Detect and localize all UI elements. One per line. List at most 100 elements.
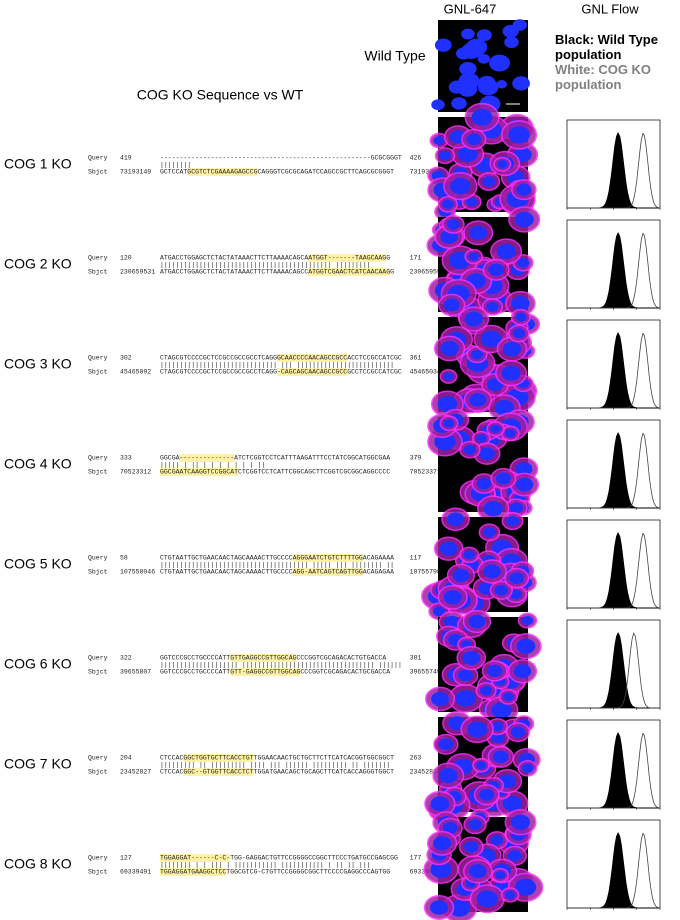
nucleus <box>486 301 499 312</box>
seq-end: 426 <box>410 155 422 162</box>
nucleus <box>501 365 521 381</box>
nucleus <box>488 263 505 277</box>
wild-type-label: Wild Type <box>364 48 425 64</box>
sequence: GGCTGGTGCTTCACCTGT <box>183 755 253 762</box>
nucleus <box>487 664 503 678</box>
nucleus <box>475 434 487 443</box>
sequence: GGCGA <box>160 455 180 462</box>
nucleus <box>477 53 490 64</box>
nucleus <box>512 76 530 91</box>
nucleus <box>509 572 525 585</box>
sequence: TGGCGTCG-CTGTTCCGGGGCGGCTTCCCCGAGGCCCAGT… <box>226 869 390 876</box>
nucleus <box>438 767 458 784</box>
highlight <box>160 468 238 476</box>
flow-plot <box>566 319 661 410</box>
seq-end: 263 <box>410 755 422 762</box>
nucleus <box>508 126 530 144</box>
match-bars: ||||| | || | | | | | | | || <box>160 462 265 469</box>
highlight <box>230 668 301 676</box>
seq-start: 230659531 <box>120 269 155 276</box>
seq-label: Sbjct <box>88 369 108 376</box>
nucleus <box>515 462 533 476</box>
match-bars: |||||||| | | ||| | ||||||||||| |||||||||… <box>160 862 371 869</box>
nucleus <box>458 72 480 90</box>
nucleus <box>450 177 471 195</box>
nucleus <box>447 512 465 526</box>
micrograph <box>427 408 540 522</box>
nucleus <box>439 541 458 556</box>
nucleus <box>514 211 534 228</box>
seq-end: 230659590 <box>410 269 445 276</box>
seq-start: 302 <box>120 355 132 362</box>
sequence: GCCTCCGCCATCGC <box>347 369 402 376</box>
seq-end: 117 <box>410 555 422 562</box>
seq-end: 73193090 <box>410 169 441 176</box>
nucleus <box>502 795 522 812</box>
nucleus <box>442 822 458 835</box>
highlight <box>292 554 363 562</box>
nucleus <box>496 243 516 260</box>
nucleus <box>515 477 534 492</box>
sequence: CCCGGTCGCAGACACTGTGACCA <box>297 655 387 662</box>
seq-label: Sbjct <box>88 569 108 576</box>
nucleus <box>497 160 508 169</box>
nucleus <box>476 477 492 490</box>
nucleus <box>431 99 445 111</box>
sequence: ATGGT-------TAAGCAAG <box>308 255 386 262</box>
nucleus <box>469 225 488 240</box>
row-label: COG 1 KO <box>4 156 72 172</box>
nucleus <box>468 252 480 261</box>
sequence: TGG-GAGGACTGTTCCGGGGCCGGCTTCCCTGATGCCGAG… <box>230 855 398 862</box>
nucleus <box>440 341 459 356</box>
nucleus <box>434 38 452 52</box>
nucleus <box>516 183 532 196</box>
nucleus <box>430 796 450 812</box>
seq-end: 361 <box>410 355 422 362</box>
highlight <box>277 354 348 362</box>
nucleus <box>494 399 515 416</box>
nucleus <box>437 396 458 412</box>
nucleus <box>504 36 519 49</box>
nucleus <box>506 515 519 527</box>
seq-start: 333 <box>120 455 132 462</box>
seq-end: 23452884 <box>410 769 441 776</box>
flow-plot <box>566 219 661 310</box>
seq-label: Query <box>88 855 108 862</box>
match-bars: |||||||||||||||||||||||||||||||||||||| |… <box>160 562 394 569</box>
nucleus <box>433 136 445 145</box>
seq-end: 39655749 <box>410 669 441 676</box>
flow-plot <box>566 119 661 210</box>
match-bars: ||||||||||||||||||||||||||||||||||||||||… <box>160 262 371 269</box>
nucleus <box>433 836 452 851</box>
seq-label: Sbjct <box>88 269 108 276</box>
seq-start: 204 <box>120 755 132 762</box>
seq-start: 419 <box>120 155 132 162</box>
nucleus <box>511 814 531 830</box>
nucleus <box>491 732 505 744</box>
highlight <box>308 254 387 262</box>
micrograph <box>421 507 537 621</box>
nucleus <box>483 527 496 538</box>
seq-label: Query <box>88 455 108 462</box>
sequence: TGGAGGATGAAGGCTCC <box>160 869 226 876</box>
nucleus <box>504 428 516 438</box>
sequence: TGGAGGAT------C-C- <box>160 855 230 862</box>
nucleus <box>483 564 501 579</box>
nucleus <box>438 738 454 751</box>
nucleus <box>513 664 532 679</box>
nucleus <box>470 349 484 360</box>
seq-start: 58 <box>120 555 128 562</box>
sequence: ATCTCGGTCCTCATTTAAGATTTCCTATCGGCATGGCGAA <box>234 455 390 462</box>
micrograph <box>425 609 542 725</box>
sequence: CTCCAC <box>160 769 184 776</box>
nucleus <box>466 133 482 146</box>
seq-start: 107558046 <box>120 569 155 576</box>
nucleus <box>491 702 512 719</box>
nucleus <box>521 616 534 626</box>
micrograph <box>426 206 541 326</box>
seq-start: 127 <box>120 855 132 862</box>
nucleus <box>512 19 527 31</box>
row-label: COG 5 KO <box>4 556 72 572</box>
flow-plot <box>566 819 661 910</box>
sequence: ACAGAAAA <box>363 555 394 562</box>
